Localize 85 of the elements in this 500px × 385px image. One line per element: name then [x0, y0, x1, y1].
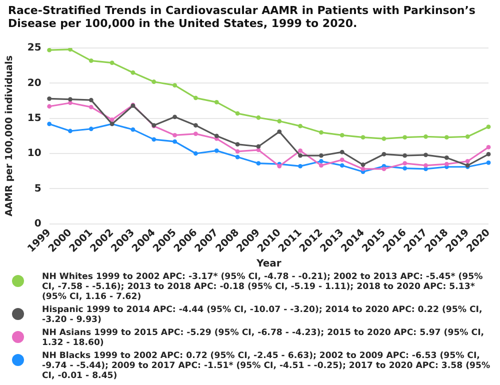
point [130, 127, 136, 132]
y-tick-label: 20 [27, 78, 42, 89]
legend-label: NH Asians 1999 to 2015 APC: -5.29 (95% CI, -6.78 - -4.23); 2015 to 2020 APC: 5.97 (95% CI, 1.32 - 18.60) [42, 328, 486, 348]
point [382, 152, 386, 156]
point [402, 161, 408, 166]
point [465, 159, 470, 164]
point [444, 135, 449, 140]
point [194, 123, 198, 128]
point [194, 96, 198, 100]
point [88, 58, 94, 63]
point [172, 83, 177, 88]
point [298, 148, 302, 153]
point [298, 164, 302, 168]
point [214, 148, 219, 153]
legend-label: NH Whites 1999 to 2002 APC: -3.17* (95% CI, -4.78 - -0.21); 2002 to 2013 APC: -5.45* (95% CI, -7.58 - -5.16); 2013 to 2018 APC: -0.18 (95% CI, -5.19 - 1.11); 2018 to 2020 APC: 5.13* (95% CI, 1.16 - 7.62) [42, 272, 484, 302]
point [444, 162, 449, 166]
point [340, 133, 344, 138]
point [88, 126, 94, 132]
point [382, 136, 386, 141]
point [194, 132, 198, 136]
point [340, 158, 344, 162]
point [152, 80, 156, 84]
point [298, 124, 302, 128]
point [424, 166, 428, 172]
point [235, 111, 240, 116]
point [424, 163, 428, 168]
point [214, 134, 219, 138]
chart-title: Race-Stratified Trends in Cardiovascular AAMR in Patients with Parkinson’s Disease per 100,000 in the United States, 1999 to 2020. [7, 3, 476, 32]
point [152, 137, 156, 142]
point [340, 163, 344, 168]
point [340, 150, 344, 154]
point [402, 153, 408, 158]
point [256, 144, 261, 149]
point [256, 115, 261, 120]
point [47, 122, 52, 126]
point [444, 156, 449, 160]
point [319, 153, 324, 158]
point [88, 98, 94, 102]
point [382, 166, 386, 172]
point [172, 133, 177, 138]
point [277, 129, 282, 134]
x-axis-title: Year [256, 258, 282, 270]
y-axis-title: AAMR per 100,000 individuals [4, 55, 16, 216]
point [465, 134, 470, 139]
point [402, 166, 408, 170]
point [214, 100, 219, 104]
point [486, 144, 491, 150]
point [68, 48, 72, 52]
y-tick-label: 5 [34, 183, 42, 194]
point [256, 161, 261, 166]
point [88, 104, 94, 110]
legend-label: Hispanic 1999 to 2014 APC: -4.44 (95% CI, -10.07 - -3.20); 2014 to 2020 APC: 0.22 (95% CI, -3.20 - 9.93) [42, 305, 484, 325]
point [235, 154, 240, 160]
y-tick-label: 25 [27, 42, 42, 54]
point [486, 160, 491, 165]
point [277, 118, 282, 124]
point [47, 48, 52, 52]
point [319, 163, 324, 168]
y-tick-label: 15 [27, 112, 42, 124]
point [235, 142, 240, 147]
point [360, 166, 366, 172]
point [319, 130, 324, 135]
point [47, 96, 52, 101]
point [298, 153, 302, 158]
y-tick-label: 10 [27, 148, 42, 160]
point [110, 118, 114, 122]
point [424, 134, 428, 139]
point [360, 162, 366, 167]
point [360, 135, 366, 140]
point [68, 128, 72, 134]
y-tick-label: 0 [34, 218, 42, 230]
point [486, 152, 491, 156]
point [486, 124, 491, 129]
point [172, 139, 177, 144]
legend-label: NH Blacks 1999 to 2002 APC: 0.72 (95% CI, -2.45 - 6.63); 2002 to 2009 APC: -6.53 (95% CI, -9.74 - -5.44); 2009 to 2017 APC: -1.51* (95% CI, -4.51 - -0.25); 2017 to 2020 APC: 3.58 (95% CI, -0.01 - 8.45) [42, 351, 492, 381]
point [235, 149, 240, 154]
point [47, 104, 52, 109]
point [194, 151, 198, 156]
point [402, 135, 408, 140]
point [130, 70, 136, 75]
point [172, 114, 177, 120]
point [68, 97, 72, 102]
point [319, 159, 324, 164]
point [424, 152, 428, 158]
point [110, 60, 114, 65]
